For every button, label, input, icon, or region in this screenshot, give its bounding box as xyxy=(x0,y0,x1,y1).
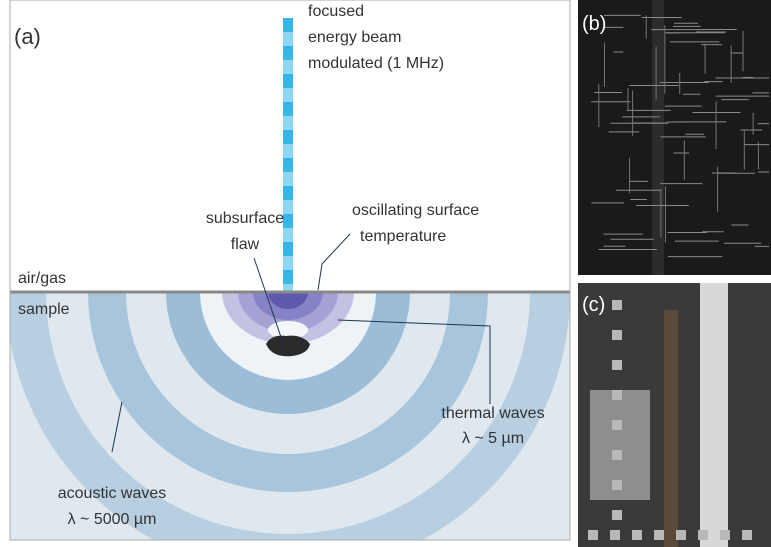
pad xyxy=(632,530,642,540)
pad xyxy=(612,300,622,310)
acoustic-label: λ ~ 5000 µm xyxy=(68,511,157,528)
beam-segment xyxy=(283,74,293,88)
pad xyxy=(720,530,730,540)
figure: (a) focused energy beam modulated (1 MHz… xyxy=(0,0,771,547)
beam-segment xyxy=(283,256,293,270)
beam-segment xyxy=(283,172,293,186)
beam-segment xyxy=(283,18,293,32)
air-label: air/gas xyxy=(18,270,66,287)
beam-segment xyxy=(283,242,293,256)
beam-label: modulated (1 MHz) xyxy=(308,55,444,72)
beam-segment xyxy=(283,200,293,214)
beam-segment xyxy=(283,88,293,102)
pad xyxy=(654,530,664,540)
temperature-label: temperature xyxy=(360,228,446,245)
beam-segment xyxy=(283,46,293,60)
pad xyxy=(742,530,752,540)
panel-label: (a) xyxy=(14,24,41,49)
pad xyxy=(612,390,622,400)
beam xyxy=(283,18,293,292)
trace xyxy=(652,0,664,275)
beam-segment xyxy=(283,270,293,284)
sample-label: sample xyxy=(18,301,70,318)
pad xyxy=(698,530,708,540)
beam-segment xyxy=(283,186,293,200)
region xyxy=(664,310,678,547)
panel-label: (b) xyxy=(582,13,606,35)
beam-segment xyxy=(283,32,293,46)
region xyxy=(700,283,728,547)
pad xyxy=(612,510,622,520)
beam-segment xyxy=(283,228,293,242)
beam-label: focused xyxy=(308,3,364,20)
beam-segment xyxy=(283,116,293,130)
beam-segment xyxy=(283,130,293,144)
pad xyxy=(612,360,622,370)
beam-label: energy beam xyxy=(308,29,401,46)
acoustic-label: acoustic waves xyxy=(58,485,167,502)
pad xyxy=(676,530,686,540)
pad xyxy=(612,480,622,490)
temperature-label: oscillating surface xyxy=(352,202,479,219)
pad xyxy=(612,330,622,340)
pad xyxy=(610,530,620,540)
beam-segment xyxy=(283,144,293,158)
pad xyxy=(612,450,622,460)
thermal-label: thermal waves xyxy=(441,405,544,422)
pad xyxy=(588,530,598,540)
beam-segment xyxy=(283,158,293,172)
flaw-label: subsurface xyxy=(206,210,284,227)
beam-segment xyxy=(283,60,293,74)
beam-segment xyxy=(283,214,293,228)
thermal-label: λ ~ 5 µm xyxy=(462,430,524,447)
flaw-label: flaw xyxy=(231,236,260,253)
panel-label: (c) xyxy=(582,294,605,316)
pad xyxy=(612,420,622,430)
beam-segment xyxy=(283,102,293,116)
